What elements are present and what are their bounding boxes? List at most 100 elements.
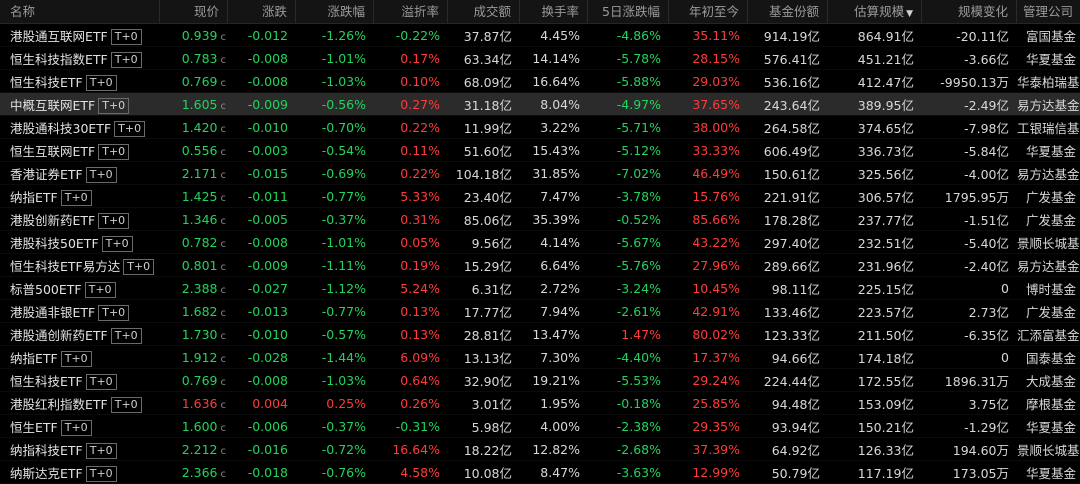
fund-name: 恒生ETF bbox=[10, 419, 58, 435]
estimated-scale-cell: 225.15亿 bbox=[828, 279, 922, 298]
premium-cell-value: 16.64% bbox=[392, 441, 440, 457]
column-header-scale-change[interactable]: 规模变化 bbox=[922, 0, 1017, 23]
price-suffix: c bbox=[220, 169, 227, 181]
fund-name-cell[interactable]: 恒生科技ETF易方达 T+0 bbox=[0, 256, 160, 275]
manager-cell: 博时基金 bbox=[1017, 279, 1080, 298]
table-row[interactable]: 港股通科技30ETF T+0 1.420 c -0.010 -0.70% 0.22% 11.9… bbox=[0, 116, 1080, 139]
ytd-cell-value: 10.45% bbox=[692, 280, 740, 296]
table-row[interactable]: 纳斯达克ETF T+0 2.366 c -0.018 -0.76% 4.58% 10.08亿 8… bbox=[0, 461, 1080, 484]
table-row[interactable]: 恒生互联网ETF T+0 0.556 c -0.003 -0.54% 0.11% 51.60亿… bbox=[0, 139, 1080, 162]
fund-name-cell[interactable]: 纳指ETF T+0 bbox=[0, 348, 160, 367]
fund-name-cell[interactable]: 纳斯达克ETF T+0 bbox=[0, 463, 160, 482]
manager-cell: 富国基金 bbox=[1017, 26, 1080, 45]
fund-shares-cell: 224.44亿 bbox=[748, 371, 828, 390]
manager-cell-value: 华泰柏瑞基金 bbox=[1017, 74, 1080, 90]
fund-name-cell[interactable]: 恒生互联网ETF T+0 bbox=[0, 141, 160, 160]
change-cell-value: -0.010 bbox=[247, 119, 288, 135]
fund-shares-cell-value: 914.19亿 bbox=[763, 28, 820, 44]
manager-cell-value: 博时基金 bbox=[1025, 281, 1076, 297]
table-row[interactable]: 纳指ETF T+0 1.912 c -0.028 -1.44% 6.09% 13.13亿 7.3… bbox=[0, 346, 1080, 369]
column-header-turnover-amount[interactable]: 成交额 bbox=[448, 0, 520, 23]
column-header-fund-shares[interactable]: 基金份额 bbox=[748, 0, 828, 23]
premium-cell-value: 0.13% bbox=[400, 326, 440, 342]
table-row[interactable]: 港股创新药ETF T+0 1.346 c -0.005 -0.37% 0.31% 85.06亿… bbox=[0, 208, 1080, 231]
column-header-premium[interactable]: 溢折率 bbox=[374, 0, 448, 23]
scale-change-cell: -5.40亿 bbox=[922, 233, 1017, 252]
fund-name-cell[interactable]: 恒生科技ETF T+0 bbox=[0, 371, 160, 390]
change-cell-value: -0.011 bbox=[247, 188, 288, 204]
fund-name-cell[interactable]: 港股科技50ETF T+0 bbox=[0, 233, 160, 252]
turnover-rate-cell: 4.45% bbox=[520, 28, 588, 43]
fund-name-cell[interactable]: 港股通科技30ETF T+0 bbox=[0, 118, 160, 137]
table-row[interactable]: 恒生科技ETF T+0 0.769 c -0.008 -1.03% 0.10% 68.09亿 1… bbox=[0, 70, 1080, 93]
ytd-cell-value: 46.49% bbox=[692, 165, 740, 181]
fund-name-cell[interactable]: 纳指ETF T+0 bbox=[0, 187, 160, 206]
fund-name-cell[interactable]: 恒生科技ETF T+0 bbox=[0, 72, 160, 91]
change-pct-cell: -0.76% bbox=[296, 465, 374, 480]
column-header-manager[interactable]: 管理公司 bbox=[1023, 4, 1074, 19]
table-row[interactable]: 纳指ETF T+0 1.425 c -0.011 -0.77% 5.33% 23.40亿 7.4… bbox=[0, 185, 1080, 208]
scale-change-cell: 1795.95万 bbox=[922, 187, 1017, 206]
fund-name-cell[interactable]: 港股通非银ETF T+0 bbox=[0, 302, 160, 321]
change-pct-cell: -0.70% bbox=[296, 120, 374, 135]
table-row[interactable]: 纳指科技ETF T+0 2.212 c -0.016 -0.72% 16.64% 18.22亿… bbox=[0, 438, 1080, 461]
manager-cell: 汇添富基金 bbox=[1017, 325, 1080, 344]
fund-name-cell[interactable]: 纳指科技ETF T+0 bbox=[0, 440, 160, 459]
estimated-scale-cell: 117.19亿 bbox=[828, 463, 922, 482]
price-cell: 1.912 c bbox=[160, 350, 228, 365]
fund-shares-cell: 50.79亿 bbox=[748, 463, 828, 482]
fund-name-cell[interactable]: 中概互联网ETF T+0 bbox=[0, 95, 160, 114]
table-row[interactable]: 港股红利指数ETF T+0 1.636 c 0.004 0.25% 0.26% 3.01亿 1.… bbox=[0, 392, 1080, 415]
manager-cell: 工银瑞信基金 bbox=[1017, 118, 1080, 137]
price-suffix: c bbox=[220, 54, 227, 66]
fund-name-cell[interactable]: 港股通创新药ETF T+0 bbox=[0, 325, 160, 344]
fund-name-cell[interactable]: 港股通互联网ETF T+0 bbox=[0, 26, 160, 45]
fund-shares-cell: 297.40亿 bbox=[748, 233, 828, 252]
manager-cell: 景顺长城基金 bbox=[1017, 440, 1080, 459]
fund-shares-cell: 94.66亿 bbox=[748, 348, 828, 367]
price-cell: 1.636 c bbox=[160, 396, 228, 411]
premium-cell-value: -0.22% bbox=[395, 27, 440, 43]
table-row[interactable]: 恒生ETF T+0 1.600 c -0.006 -0.37% -0.31% 5.98亿 4.0… bbox=[0, 415, 1080, 438]
column-header-change[interactable]: 涨跌 bbox=[228, 0, 296, 23]
change-cell-value: -0.008 bbox=[247, 73, 288, 89]
table-row[interactable]: 恒生科技指数ETF T+0 0.783 c -0.008 -1.01% 0.17% 63.34… bbox=[0, 47, 1080, 70]
table-row[interactable]: 港股通非银ETF T+0 1.682 c -0.013 -0.77% 0.13% 17.77亿… bbox=[0, 300, 1080, 323]
estimated-scale-cell-value: 231.96亿 bbox=[857, 258, 914, 274]
table-row[interactable]: 港股通互联网ETF T+0 0.939 c -0.012 -1.26% -0.22% 37.8… bbox=[0, 24, 1080, 47]
price-cell-value: 1.425 bbox=[181, 188, 218, 204]
fund-name-cell[interactable]: 标普500ETF T+0 bbox=[0, 279, 160, 298]
ytd-cell: 46.49% bbox=[669, 166, 748, 181]
column-header-estimated-scale[interactable]: 估算规模 ▼ bbox=[828, 0, 922, 23]
column-header-ytd[interactable]: 年初至今 bbox=[669, 0, 748, 23]
estimated-scale-cell-value: 864.91亿 bbox=[857, 28, 914, 44]
fund-name-cell[interactable]: 恒生科技指数ETF T+0 bbox=[0, 49, 160, 68]
estimated-scale-cell: 325.56亿 bbox=[828, 164, 922, 183]
manager-cell: 易方达基金 bbox=[1017, 95, 1080, 114]
table-row[interactable]: 中概互联网ETF T+0 1.605 c -0.009 -0.56% 0.27% 31.18亿… bbox=[0, 93, 1080, 116]
table-row[interactable]: 恒生科技ETF易方达 T+0 0.801 c -0.009 -1.11% 0.19% 15.2… bbox=[0, 254, 1080, 277]
fund-name: 恒生科技ETF bbox=[10, 373, 83, 389]
change-cell: -0.027 bbox=[228, 281, 296, 296]
price-cell: 1.600 c bbox=[160, 419, 228, 434]
fund-name-cell[interactable]: 香港证券ETF T+0 bbox=[0, 164, 160, 183]
table-row[interactable]: 港股科技50ETF T+0 0.782 c -0.008 -1.01% 0.05% 9.56亿… bbox=[0, 231, 1080, 254]
fund-shares-cell-value: 133.46亿 bbox=[763, 304, 820, 320]
table-row[interactable]: 标普500ETF T+0 2.388 c -0.027 -1.12% 5.24% 6.31亿 2… bbox=[0, 277, 1080, 300]
turnover-rate-cell-value: 35.39% bbox=[532, 211, 580, 227]
fund-name-cell[interactable]: 港股红利指数ETF T+0 bbox=[0, 394, 160, 413]
change-cell: -0.009 bbox=[228, 258, 296, 273]
column-header-change-pct[interactable]: 涨跌幅 bbox=[296, 0, 374, 23]
table-row[interactable]: 恒生科技ETF T+0 0.769 c -0.008 -1.03% 0.64% 32.90亿 1… bbox=[0, 369, 1080, 392]
table-row[interactable]: 港股通创新药ETF T+0 1.730 c -0.010 -0.57% 0.13% 28.81… bbox=[0, 323, 1080, 346]
t0-badge: T+0 bbox=[85, 442, 117, 459]
table-row[interactable]: 香港证券ETF T+0 2.171 c -0.015 -0.69% 0.22% 104.18亿… bbox=[0, 162, 1080, 185]
estimated-scale-cell: 153.09亿 bbox=[828, 394, 922, 413]
column-header-price[interactable]: 现价 bbox=[160, 0, 228, 23]
column-header-5d-change[interactable]: 5日涨跌幅 bbox=[588, 0, 669, 23]
column-header-name[interactable]: 名称 bbox=[0, 0, 160, 23]
column-header-turnover-rate[interactable]: 换手率 bbox=[520, 0, 588, 23]
price-suffix: c bbox=[220, 353, 227, 365]
fund-name-cell[interactable]: 恒生ETF T+0 bbox=[0, 417, 160, 436]
fund-name-cell[interactable]: 港股创新药ETF T+0 bbox=[0, 210, 160, 229]
